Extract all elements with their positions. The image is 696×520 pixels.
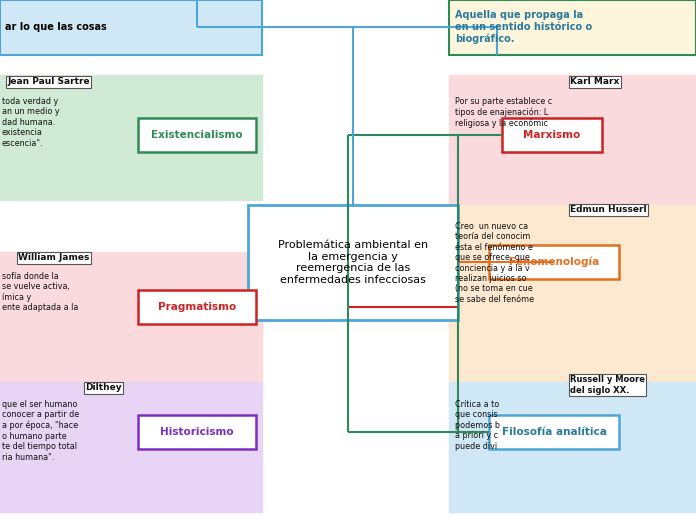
- Bar: [0, 0, 262, 55]
- Text: Dilthey: Dilthey: [85, 384, 122, 393]
- Text: que el ser humano
conocer a partir de
a por época, "hace
o humano parte
te del t: que el ser humano conocer a partir de a …: [2, 400, 79, 462]
- Bar: [0, 382, 262, 512]
- Bar: [449, 0, 696, 55]
- Text: William James: William James: [18, 253, 89, 263]
- Bar: [138, 290, 256, 324]
- Text: Pragmatismo: Pragmatismo: [158, 302, 236, 312]
- Text: Por su parte establece c
tipos de enajenación: L
religiosa y la económic: Por su parte establece c tipos de enajen…: [455, 97, 552, 128]
- Bar: [489, 245, 619, 279]
- Text: Marxismo: Marxismo: [523, 130, 580, 140]
- Bar: [489, 415, 619, 449]
- Text: Creo  un nuevo ca
teoría del conocim
ésta el fenómeno e
que se ofrece, que
conci: Creo un nuevo ca teoría del conocim ésta…: [455, 222, 534, 304]
- Text: Existencialismo: Existencialismo: [151, 130, 243, 140]
- Text: Historicismo: Historicismo: [160, 427, 234, 437]
- Text: Russell y Moore
del siglo XX.: Russell y Moore del siglo XX.: [570, 375, 645, 395]
- Bar: [449, 75, 696, 205]
- Bar: [0, 75, 262, 200]
- Bar: [248, 205, 458, 320]
- Text: Edmun Husserl: Edmun Husserl: [570, 205, 647, 214]
- Bar: [449, 382, 696, 512]
- Text: Problemática ambiental en
la emergencia y
reemergencia de las
enfermedades infec: Problemática ambiental en la emergencia …: [278, 240, 428, 285]
- Bar: [502, 118, 602, 152]
- Text: Aquella que propaga la
en un sentido histórico o
biográfico.: Aquella que propaga la en un sentido his…: [455, 10, 592, 44]
- Text: Filosofía analítica: Filosofía analítica: [502, 427, 606, 437]
- Text: Crítica a to
que consis
podemos b
a priori y c
puede divi: Crítica a to que consis podemos b a prio…: [455, 400, 500, 451]
- Bar: [138, 415, 256, 449]
- Text: Karl Marx: Karl Marx: [570, 77, 619, 86]
- Text: ar lo que las cosas: ar lo que las cosas: [5, 22, 106, 32]
- Bar: [449, 205, 696, 407]
- Text: toda verdad y
an un medio y
dad humana.
existencia
escencia".: toda verdad y an un medio y dad humana. …: [2, 97, 60, 148]
- Bar: [0, 252, 262, 389]
- Text: Fenomenología: Fenomenología: [509, 257, 599, 267]
- Bar: [138, 118, 256, 152]
- Text: sofía donde la
se vuelve activa,
ímica y
ente adaptada a la: sofía donde la se vuelve activa, ímica y…: [2, 272, 79, 312]
- Text: Jean Paul Sartre: Jean Paul Sartre: [7, 77, 90, 86]
